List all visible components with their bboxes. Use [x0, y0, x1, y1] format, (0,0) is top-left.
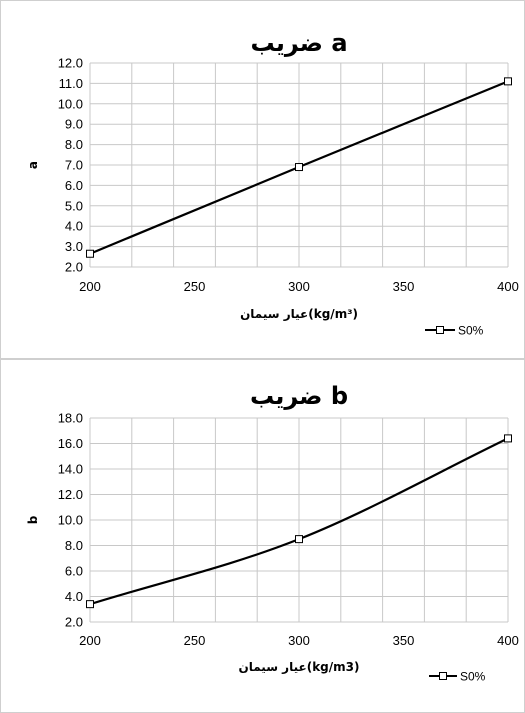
- chart-panel-b: 2.0 4.0 6.0 8.0 10.0 12.0 14.0 16.0 18.0 200 250 30…: [0, 359, 525, 713]
- y-axis-label-a: a: [26, 161, 40, 169]
- y-tick-label-a: 11.0: [59, 76, 83, 91]
- y-axis-label-b: b: [26, 515, 40, 524]
- data-point-marker-b: [86, 600, 94, 609]
- chart-title-a: ضریب a: [250, 29, 347, 57]
- x-tick-label-b: 400: [497, 633, 519, 648]
- y-tick-label-b: 10.0: [58, 513, 83, 528]
- data-point-marker-b: [504, 434, 512, 443]
- x-axis-label-b: عیار سیمان(kg/m3): [239, 660, 360, 674]
- chart-b-svg: 2.0 4.0 6.0 8.0 10.0 12.0 14.0 16.0 18.0 200 250 30…: [26, 382, 519, 684]
- y-tick-label-a: 10.0: [58, 96, 83, 111]
- y-tick-label-b: 2.0: [65, 615, 83, 630]
- data-point-marker-a: [295, 163, 303, 172]
- x-tick-label-a: 300: [288, 279, 310, 294]
- y-tick-label-b: 4.0: [65, 589, 83, 604]
- chart-title-b: ضریب b: [250, 382, 348, 410]
- y-tick-label-b: 6.0: [65, 564, 83, 579]
- legend-marker-a: [436, 326, 444, 334]
- y-tick-label-a: 7.0: [65, 158, 83, 173]
- y-tick-label-b: 14.0: [58, 462, 83, 477]
- x-tick-label-a: 350: [393, 279, 415, 294]
- data-point-marker-a: [86, 249, 94, 258]
- data-point-marker-a: [504, 77, 512, 86]
- chart-panel-a: 2.0 3.0 4.0 5.0 6.0 7.0 8.0 9.0 10.0 11.0 12.0 200 2…: [0, 0, 525, 359]
- legend-marker-b: [439, 672, 447, 680]
- chart-a-svg: 2.0 3.0 4.0 5.0 6.0 7.0 8.0 9.0 10.0 11.0 12.0 200 2…: [26, 29, 519, 338]
- x-tick-label-a: 250: [184, 279, 206, 294]
- y-tick-label-b: 12.0: [58, 487, 83, 502]
- y-tick-label-b: 16.0: [58, 436, 83, 451]
- y-tick-label-a: 2.0: [65, 260, 83, 275]
- x-axis-label-a: عیار سیمان(kg/m³): [240, 307, 358, 321]
- y-tick-label-a: 12.0: [58, 56, 83, 71]
- y-tick-label-a: 4.0: [65, 219, 83, 234]
- x-tick-label-a: 400: [497, 279, 519, 294]
- legend-label-a: S0%: [458, 324, 484, 338]
- x-tick-label-b: 350: [393, 633, 415, 648]
- y-tick-label-a: 5.0: [65, 198, 83, 213]
- y-tick-label-b: 18.0: [58, 411, 83, 426]
- x-tick-label-a: 200: [79, 279, 101, 294]
- y-tick-label-a: 3.0: [65, 239, 83, 254]
- x-tick-label-b: 300: [288, 633, 310, 648]
- y-tick-label-a: 6.0: [65, 178, 83, 193]
- legend-label-b: S0%: [460, 670, 486, 684]
- x-tick-label-b: 200: [79, 633, 101, 648]
- x-tick-label-b: 250: [184, 633, 206, 648]
- y-tick-label-b: 8.0: [65, 538, 83, 553]
- data-point-marker-b: [295, 535, 303, 544]
- y-tick-label-a: 8.0: [65, 137, 83, 152]
- y-tick-label-a: 9.0: [65, 117, 83, 132]
